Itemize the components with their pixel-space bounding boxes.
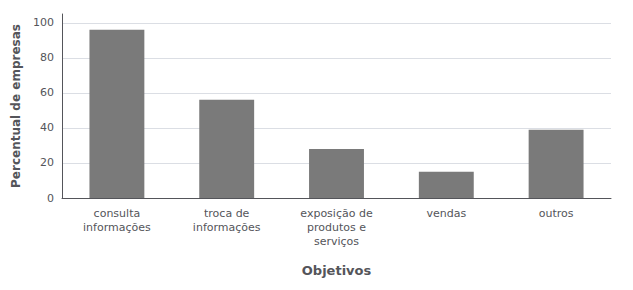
svg-text:0: 0 — [47, 192, 54, 205]
svg-text:informações: informações — [193, 221, 261, 234]
svg-text:20: 20 — [40, 156, 54, 169]
svg-text:exposição de: exposição de — [300, 207, 373, 220]
svg-text:40: 40 — [40, 121, 54, 134]
svg-text:Percentual de empresas: Percentual de empresas — [9, 24, 23, 188]
svg-text:consulta: consulta — [94, 207, 141, 220]
svg-text:80: 80 — [40, 51, 54, 64]
svg-text:informações: informações — [83, 221, 151, 234]
svg-text:100: 100 — [33, 16, 54, 29]
svg-text:60: 60 — [40, 86, 54, 99]
svg-text:produtos e: produtos e — [307, 221, 366, 234]
svg-text:outros: outros — [539, 207, 574, 220]
svg-text:serviços: serviços — [314, 235, 359, 248]
svg-text:Objetivos: Objetivos — [302, 263, 372, 278]
svg-text:vendas: vendas — [426, 207, 466, 220]
svg-text:troca de: troca de — [204, 207, 250, 220]
